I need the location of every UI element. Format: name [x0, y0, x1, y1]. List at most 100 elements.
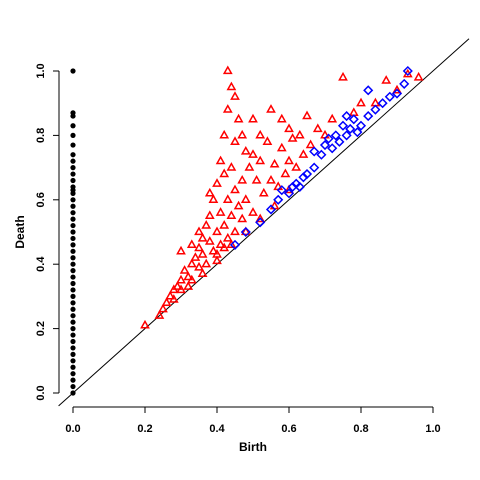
- point-circle: [70, 222, 76, 229]
- point-triangle: [226, 81, 237, 91]
- y-axis-title: Death: [13, 215, 27, 248]
- point-triangle: [269, 158, 280, 168]
- point-diamond: [345, 123, 356, 135]
- point-triangle: [204, 236, 215, 245]
- point-diamond: [287, 181, 298, 192]
- point-triangle: [284, 155, 294, 165]
- point-triangle: [208, 245, 219, 255]
- point-circle: [70, 293, 76, 299]
- y-tick-label: 0.4: [35, 256, 47, 272]
- point-triangle: [287, 133, 298, 142]
- point-triangle: [212, 255, 222, 265]
- point-diamond: [240, 226, 251, 238]
- y-tick-label: 0.6: [35, 192, 47, 207]
- point-triangle: [255, 213, 266, 223]
- x-tick-label: 0.6: [281, 423, 296, 435]
- y-tick-label: 0.0: [35, 385, 47, 400]
- point-triangle: [266, 104, 276, 113]
- x-tick-label: 0.4: [209, 423, 225, 435]
- point-circle: [70, 123, 76, 129]
- point-triangle: [204, 210, 215, 220]
- point-triangle: [183, 281, 194, 290]
- point-triangle: [176, 274, 186, 284]
- point-triangle: [240, 194, 251, 203]
- point-diamond: [402, 65, 413, 77]
- point-triangle: [186, 274, 197, 284]
- x-tick-label: 0.2: [137, 423, 152, 435]
- point-triangle: [302, 110, 312, 120]
- point-circle: [70, 165, 76, 171]
- point-circle: [70, 142, 76, 148]
- point-triangle: [226, 162, 237, 171]
- point-diamond: [391, 88, 403, 99]
- point-triangle: [237, 174, 248, 184]
- point-triangle: [237, 213, 248, 223]
- point-triangle: [194, 242, 204, 252]
- point-diamond: [327, 143, 338, 154]
- point-triangle: [222, 232, 233, 242]
- point-circle: [70, 132, 76, 138]
- point-circle: [70, 313, 76, 319]
- point-circle: [70, 190, 76, 196]
- point-circle: [70, 306, 76, 312]
- point-diamond: [298, 172, 309, 183]
- point-triangle: [240, 226, 251, 236]
- point-diamond: [319, 139, 331, 151]
- point-circle: [70, 177, 76, 184]
- point-triangle: [248, 207, 258, 216]
- point-circle: [70, 268, 76, 274]
- point-triangle: [413, 71, 424, 81]
- point-circle: [70, 171, 76, 177]
- y-tick-group: 0.0 0.2 0.4 0.6 0.8 1.0: [35, 63, 59, 401]
- point-diamond: [355, 120, 367, 131]
- point-circle: [70, 113, 76, 119]
- point-triangle: [233, 113, 244, 123]
- x-tick-group: 0.0 0.2 0.4 0.6 0.8 1.0: [65, 407, 441, 435]
- point-triangle: [204, 187, 215, 197]
- point-diamond: [309, 162, 320, 173]
- point-diamond: [330, 130, 341, 141]
- point-triangle: [215, 207, 226, 216]
- point-triangle: [197, 268, 208, 278]
- point-triangle: [262, 136, 273, 145]
- point-triangle: [258, 187, 269, 197]
- point-circle: [70, 158, 76, 164]
- point-circle: [70, 300, 76, 306]
- point-triangle: [291, 162, 302, 171]
- point-triangle: [294, 129, 305, 139]
- point-circle: [70, 358, 76, 364]
- point-diamond: [255, 217, 266, 228]
- point-triangle: [219, 220, 230, 229]
- point-triangle: [212, 178, 222, 187]
- point-triangle: [194, 226, 204, 236]
- point-triangle: [392, 84, 402, 94]
- point-triangle: [194, 261, 204, 271]
- point-triangle: [197, 249, 208, 258]
- data-layer: [58, 38, 470, 407]
- point-diamond: [229, 239, 241, 250]
- x-axis-title: Birth: [239, 440, 267, 454]
- point-triangle: [230, 136, 240, 145]
- point-circle: [70, 287, 76, 293]
- point-diamond: [348, 114, 359, 125]
- point-diamond: [352, 127, 363, 138]
- point-triangle: [251, 174, 262, 184]
- point-triangle: [172, 281, 183, 290]
- point-triangle: [186, 258, 197, 268]
- point-triangle: [276, 113, 287, 123]
- point-triangle: [327, 113, 338, 123]
- point-diamond: [283, 188, 295, 199]
- point-triangle: [215, 155, 226, 165]
- point-circle: [70, 371, 76, 377]
- point-triangle: [222, 104, 233, 113]
- y-tick-label: 1.0: [35, 63, 47, 78]
- point-circle: [70, 242, 76, 248]
- point-circle: [70, 197, 76, 203]
- y-tick-label: 0.8: [35, 128, 47, 143]
- point-triangle: [276, 142, 287, 152]
- point-circle: [70, 210, 76, 216]
- point-triangle: [219, 129, 230, 139]
- point-diamond: [377, 98, 388, 109]
- x-tick-label: 0.0: [65, 423, 80, 435]
- point-triangle: [273, 181, 284, 191]
